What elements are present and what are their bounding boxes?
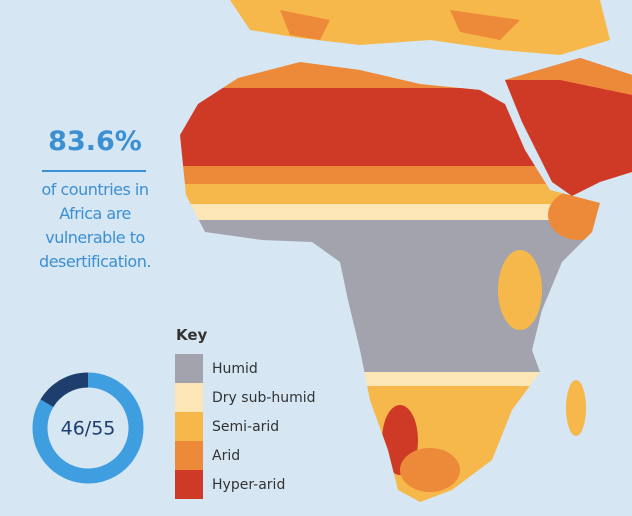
south-arid: [400, 448, 460, 492]
semi-arid-band: [180, 184, 600, 204]
legend-label: Arid: [212, 448, 240, 464]
legend-label: Dry sub-humid: [212, 390, 316, 406]
description: of countries in Africa are vulnerable to…: [39, 180, 151, 271]
humid-band: [180, 220, 600, 372]
europe-arid: [280, 10, 520, 40]
europe-land: [230, 0, 610, 55]
donut-arc: [32, 372, 144, 484]
arid-band: [180, 166, 600, 184]
donut-rest: [40, 372, 89, 408]
legend-title: Key: [176, 326, 208, 344]
legend: Humid Dry sub-humid Semi-arid Arid Hyper-ari…: [175, 354, 316, 499]
legend-swatch: [175, 354, 203, 383]
donut: [32, 372, 144, 484]
madagascar: [566, 380, 586, 436]
legend-swatch: [175, 470, 203, 499]
legend-swatch: [175, 441, 203, 470]
rule: [42, 170, 146, 172]
donut-label: 46/55: [61, 418, 116, 440]
legend-swatch: [175, 383, 203, 412]
stat: 83.6%: [48, 126, 142, 157]
arabia-north: [505, 58, 632, 95]
legend-label: Semi-arid: [212, 419, 279, 435]
horn-arid: [548, 190, 600, 240]
legend-label: Humid: [212, 361, 258, 377]
east-semi-arid: [498, 250, 542, 330]
arabia: [505, 58, 632, 196]
dry-band: [180, 204, 600, 220]
legend-label: Hyper-arid: [212, 477, 285, 493]
legend-swatch: [175, 412, 203, 441]
